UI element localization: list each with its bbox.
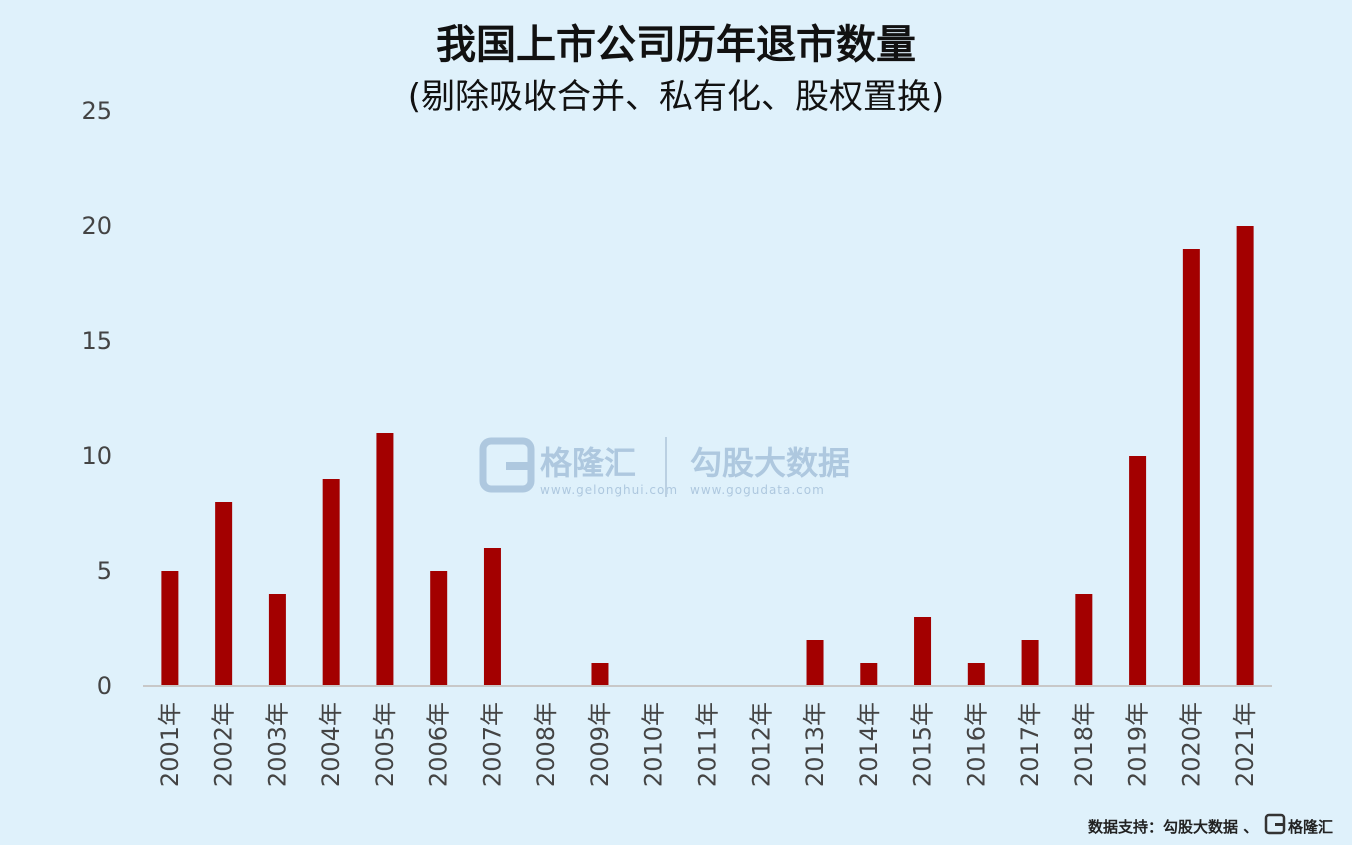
watermark-brand2-url: www.gogudata.com xyxy=(690,483,825,497)
bar-2005年 xyxy=(376,433,394,686)
x-tick-label: 2009年 xyxy=(586,702,614,787)
y-tick-label: 5 xyxy=(97,557,112,585)
x-tick-label: 2003年 xyxy=(263,702,291,787)
chart-title: 我国上市公司历年退市数量 xyxy=(436,22,916,68)
x-tick-label: 2017年 xyxy=(1016,702,1044,787)
bar-2004年 xyxy=(322,479,340,686)
bar-2018年 xyxy=(1075,594,1093,686)
bar-2003年 xyxy=(268,594,286,686)
bars xyxy=(161,226,1254,686)
bar-2013年 xyxy=(806,640,824,686)
bar-2017年 xyxy=(1021,640,1039,686)
watermark-brand2: 勾股大数据 xyxy=(690,444,850,482)
x-tick-label: 2008年 xyxy=(532,702,560,787)
bar-2002年 xyxy=(215,502,233,686)
x-tick-label: 2016年 xyxy=(962,702,990,787)
x-tick-label: 2021年 xyxy=(1231,702,1259,787)
bar-2001年 xyxy=(161,571,179,686)
bar-2007年 xyxy=(483,548,501,686)
gelonghui-logo-icon xyxy=(479,437,535,493)
x-tick-label: 2015年 xyxy=(909,702,937,787)
x-tick-label: 2007年 xyxy=(478,702,506,787)
y-tick-label: 25 xyxy=(81,97,112,125)
bar-2021年 xyxy=(1236,226,1254,686)
y-axis: 0 5 10 15 20 25 xyxy=(81,97,112,700)
x-tick-label: 2002年 xyxy=(210,702,238,787)
source-logo-icon xyxy=(1264,813,1286,835)
x-tick-label: 2014年 xyxy=(855,702,883,787)
bar-2006年 xyxy=(430,571,448,686)
y-tick-label: 10 xyxy=(81,442,112,470)
bar-2014年 xyxy=(860,663,878,686)
y-tick-label: 15 xyxy=(81,327,112,355)
source-brand: 格隆汇 xyxy=(1288,818,1333,836)
chart-subtitle: (剔除吸收合并、私有化、股权置换) xyxy=(408,77,945,117)
watermark-brand1-url: www.gelonghui.com xyxy=(540,483,678,497)
bar-2019年 xyxy=(1129,456,1147,686)
source-label: 数据支持：勾股大数据 、 xyxy=(1088,818,1258,836)
x-tick-label: 2005年 xyxy=(371,702,399,787)
bar-2015年 xyxy=(914,617,932,686)
bar-2009年 xyxy=(591,663,609,686)
x-tick-label: 2010年 xyxy=(640,702,668,787)
x-tick-label: 2020年 xyxy=(1177,702,1205,787)
x-tick-label: 2011年 xyxy=(694,702,722,787)
x-tick-label: 2001年 xyxy=(156,702,184,787)
x-tick-label: 2012年 xyxy=(747,702,775,787)
x-tick-label: 2018年 xyxy=(1070,702,1098,787)
x-tick-label: 2019年 xyxy=(1124,702,1152,787)
x-tick-label: 2004年 xyxy=(317,702,345,787)
source-footer: 数据支持：勾股大数据 、 格隆汇 xyxy=(1088,813,1333,836)
watermark: 格隆汇 www.gelonghui.com 勾股大数据 www.gogudata… xyxy=(479,437,850,497)
bar-2020年 xyxy=(1182,249,1200,686)
x-tick-label: 2013年 xyxy=(801,702,829,787)
x-tick-label: 2006年 xyxy=(425,702,453,787)
y-tick-label: 0 xyxy=(97,672,112,700)
bar-2016年 xyxy=(967,663,985,686)
y-tick-label: 20 xyxy=(81,212,112,240)
x-axis: 2001年 2002年 2003年 2004年 2005年 2006年 2007年 2008年… xyxy=(156,702,1259,787)
watermark-brand1: 格隆汇 xyxy=(540,444,636,482)
